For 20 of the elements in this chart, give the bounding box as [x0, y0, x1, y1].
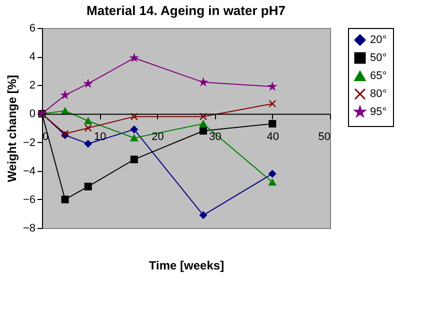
legend-label: 65°	[370, 70, 387, 82]
y-tick-label: −2	[22, 136, 36, 149]
legend-label: 20°	[370, 34, 387, 46]
x-tick-label: 30	[209, 131, 222, 144]
x-axis-title: Time [weeks]	[148, 258, 224, 272]
legend-label: 80°	[370, 88, 387, 100]
y-tick-label: 0	[29, 108, 36, 120]
y-axis-title: Weight change [%]	[4, 74, 19, 182]
y-tick-label: 2	[29, 80, 36, 92]
y-tick-label: −4	[22, 165, 36, 178]
y-tick-label: −8	[22, 222, 36, 234]
legend-label: 50°	[370, 52, 387, 64]
chart-title: Material 14. Ageing in water pH7	[86, 3, 286, 18]
x-tick-label: 40	[266, 131, 280, 144]
y-tick-label: 6	[29, 22, 36, 34]
y-tick-label: 4	[29, 51, 36, 64]
x-tick-label: 20	[152, 131, 164, 144]
x-tick-label: 50	[318, 131, 330, 144]
legend-label: 95°	[370, 106, 387, 118]
y-tick-label: −6	[22, 194, 36, 206]
